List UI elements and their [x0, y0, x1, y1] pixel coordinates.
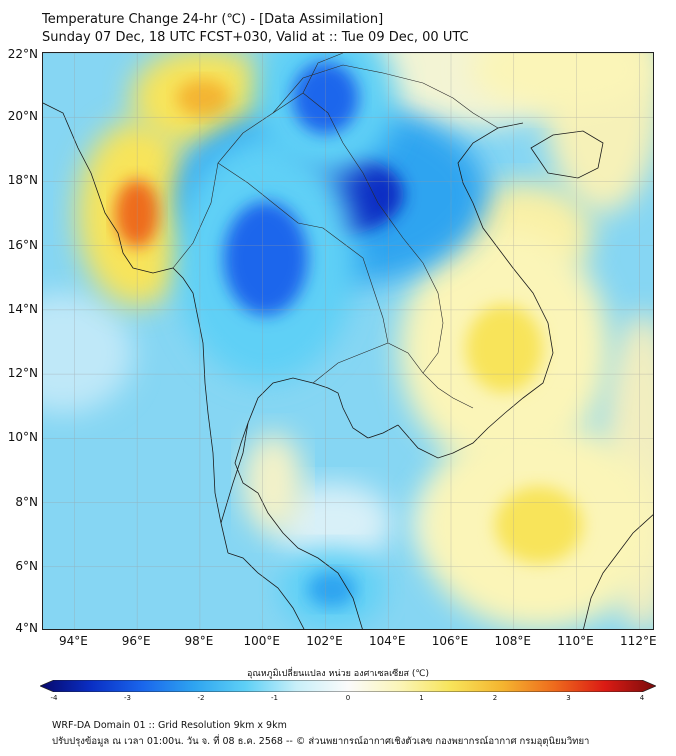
lon-tick-label: 98°E	[184, 634, 214, 648]
colorbar-tick-label: 1	[419, 694, 424, 702]
lat-tick-label: 16°N	[7, 237, 38, 252]
border-thailand-laos	[217, 162, 389, 344]
lon-tick-label: 108°E	[494, 634, 532, 648]
footer-model-info: WRF-DA Domain 01 :: Grid Resolution 9km …	[52, 720, 287, 731]
cold-area-3	[307, 571, 356, 608]
lon-tick-label: 104°E	[368, 634, 406, 648]
colorbar-tick-label: 3	[566, 694, 571, 702]
colorbar-tick-label: -2	[197, 694, 205, 702]
temperature-change-map	[43, 53, 653, 629]
lat-tick-label: 18°N	[7, 173, 38, 188]
warm-area-1	[176, 79, 230, 117]
map-title: Temperature Change 24-hr (℃) - [Data Ass…	[42, 12, 384, 27]
colorbar	[40, 680, 656, 692]
lat-tick-label: 4°N	[15, 621, 38, 635]
colorbar-tick-label: -4	[50, 694, 58, 702]
field-patch-4	[43, 293, 133, 413]
coastline-borneo	[583, 514, 653, 629]
lon-tick-label: 102°E	[306, 634, 343, 648]
lat-tick-label: 6°N	[15, 558, 38, 573]
lat-tick-label: 14°N	[7, 301, 38, 316]
colorbar-tick-label: 4	[639, 694, 645, 702]
coastline-vietnam	[397, 122, 554, 459]
coastlines	[43, 102, 653, 629]
warm-area-3	[494, 486, 583, 564]
lat-tick-label: 22°N	[7, 47, 38, 61]
lon-tick-label: 96°E	[121, 634, 151, 648]
map-gridlines	[43, 53, 653, 629]
lon-tick-label: 106°E	[431, 634, 469, 648]
field-patch-5	[273, 483, 393, 563]
lat-tick-label: 20°N	[7, 109, 38, 124]
colorbar-tick-label: 0	[345, 694, 351, 702]
lon-tick-label: 100°E	[243, 634, 280, 648]
warm-area-4	[527, 53, 594, 85]
warm-area-2	[465, 304, 543, 393]
country-borders	[172, 53, 499, 409]
lat-tick-label: 12°N	[7, 366, 38, 381]
coastline-peninsula-east	[227, 552, 305, 629]
footer-update-info: ปรับปรุงข้อมูล ณ เวลา 01:00น. วัน จ. ที่…	[52, 736, 590, 747]
colorbar-tick-label: -1	[271, 694, 278, 702]
map-panel	[42, 52, 654, 630]
colorbar-title: อุณหภูมิเปลี่ยนแปลง หน่วย องศาเซลเซียส (…	[246, 669, 430, 679]
lat-tick-label: 8°N	[15, 494, 38, 509]
lat-tick-label: 10°N	[7, 430, 38, 445]
colorbar-tick-label: -3	[124, 694, 131, 702]
map-subtitle: Sunday 07 Dec, 18 UTC FCST+030, Valid at…	[42, 30, 469, 45]
border-myanmar-thailand	[172, 53, 344, 269]
coastline-hainan	[530, 130, 604, 179]
lon-tick-label: 112°E	[620, 634, 657, 648]
lon-tick-label: 94°E	[58, 634, 88, 648]
colorbar-tick-label: 2	[492, 694, 498, 702]
border-laos	[302, 92, 444, 374]
colorbar-gradient	[40, 680, 656, 692]
lon-tick-label: 110°E	[557, 634, 594, 648]
coastline-gulf-west	[234, 422, 363, 629]
temperature-field	[43, 53, 653, 629]
field-patch-6	[243, 433, 303, 533]
border-china	[272, 64, 499, 129]
cold-area-1	[223, 201, 308, 316]
border-cambodia	[312, 342, 474, 409]
